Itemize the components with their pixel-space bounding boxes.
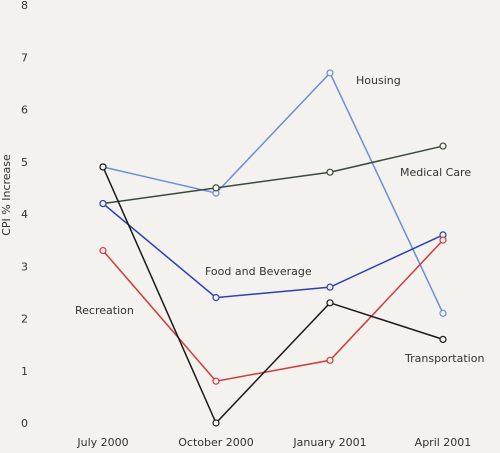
series-label: Medical Care bbox=[400, 166, 471, 179]
series-medical-care: Medical Care bbox=[99, 142, 471, 208]
data-point bbox=[99, 199, 107, 208]
data-point bbox=[326, 356, 334, 364]
series-line bbox=[102, 239, 444, 383]
series-label: Transportation bbox=[404, 352, 484, 365]
x-tick-label: October 2000 bbox=[178, 436, 254, 449]
data-point bbox=[99, 163, 107, 171]
y-tick-label: 4 bbox=[21, 208, 28, 221]
data-point bbox=[212, 184, 220, 192]
y-axis-ticks: 0 1 2 3 4 5 6 7 8 bbox=[21, 0, 28, 430]
data-point bbox=[326, 283, 334, 291]
series-group: Housing Medical Care Food and Beverage Recr… bbox=[75, 69, 484, 427]
data-point bbox=[212, 294, 220, 302]
y-tick-label: 1 bbox=[21, 365, 28, 378]
series-line bbox=[102, 145, 444, 205]
data-point bbox=[212, 419, 220, 427]
y-tick-label: 3 bbox=[21, 260, 28, 273]
y-tick-label: 5 bbox=[21, 156, 28, 169]
series-label: Housing bbox=[356, 74, 401, 87]
x-tick-label: April 2001 bbox=[415, 436, 472, 449]
y-tick-label: 6 bbox=[21, 104, 28, 117]
data-point bbox=[439, 142, 447, 150]
y-tick-label: 8 bbox=[21, 0, 28, 12]
data-point bbox=[439, 236, 447, 244]
series-housing: Housing bbox=[99, 69, 447, 317]
series-label: Recreation bbox=[75, 304, 134, 317]
series-line bbox=[102, 202, 444, 299]
x-axis-ticks: July 2000 October 2000 January 2001 April 2… bbox=[76, 436, 471, 449]
data-point bbox=[212, 377, 220, 385]
x-tick-label: January 2001 bbox=[292, 436, 366, 449]
y-axis-title: CPI % Increase bbox=[0, 154, 13, 236]
series-food-and-beverage: Food and Beverage bbox=[99, 199, 447, 302]
data-point bbox=[439, 309, 447, 317]
y-tick-label: 0 bbox=[21, 417, 28, 430]
series-line bbox=[102, 71, 444, 314]
y-tick-label: 7 bbox=[21, 51, 28, 64]
data-point bbox=[326, 299, 334, 307]
series-label: Food and Beverage bbox=[205, 265, 312, 278]
series-line bbox=[102, 166, 444, 425]
x-tick-label: July 2000 bbox=[76, 436, 128, 449]
data-point bbox=[439, 335, 447, 343]
series-recreation: Recreation bbox=[75, 236, 447, 385]
data-point bbox=[99, 246, 107, 255]
data-point bbox=[326, 168, 334, 176]
series-transportation: Transportation bbox=[99, 163, 484, 427]
data-point bbox=[326, 69, 334, 77]
y-tick-label: 2 bbox=[21, 313, 28, 326]
